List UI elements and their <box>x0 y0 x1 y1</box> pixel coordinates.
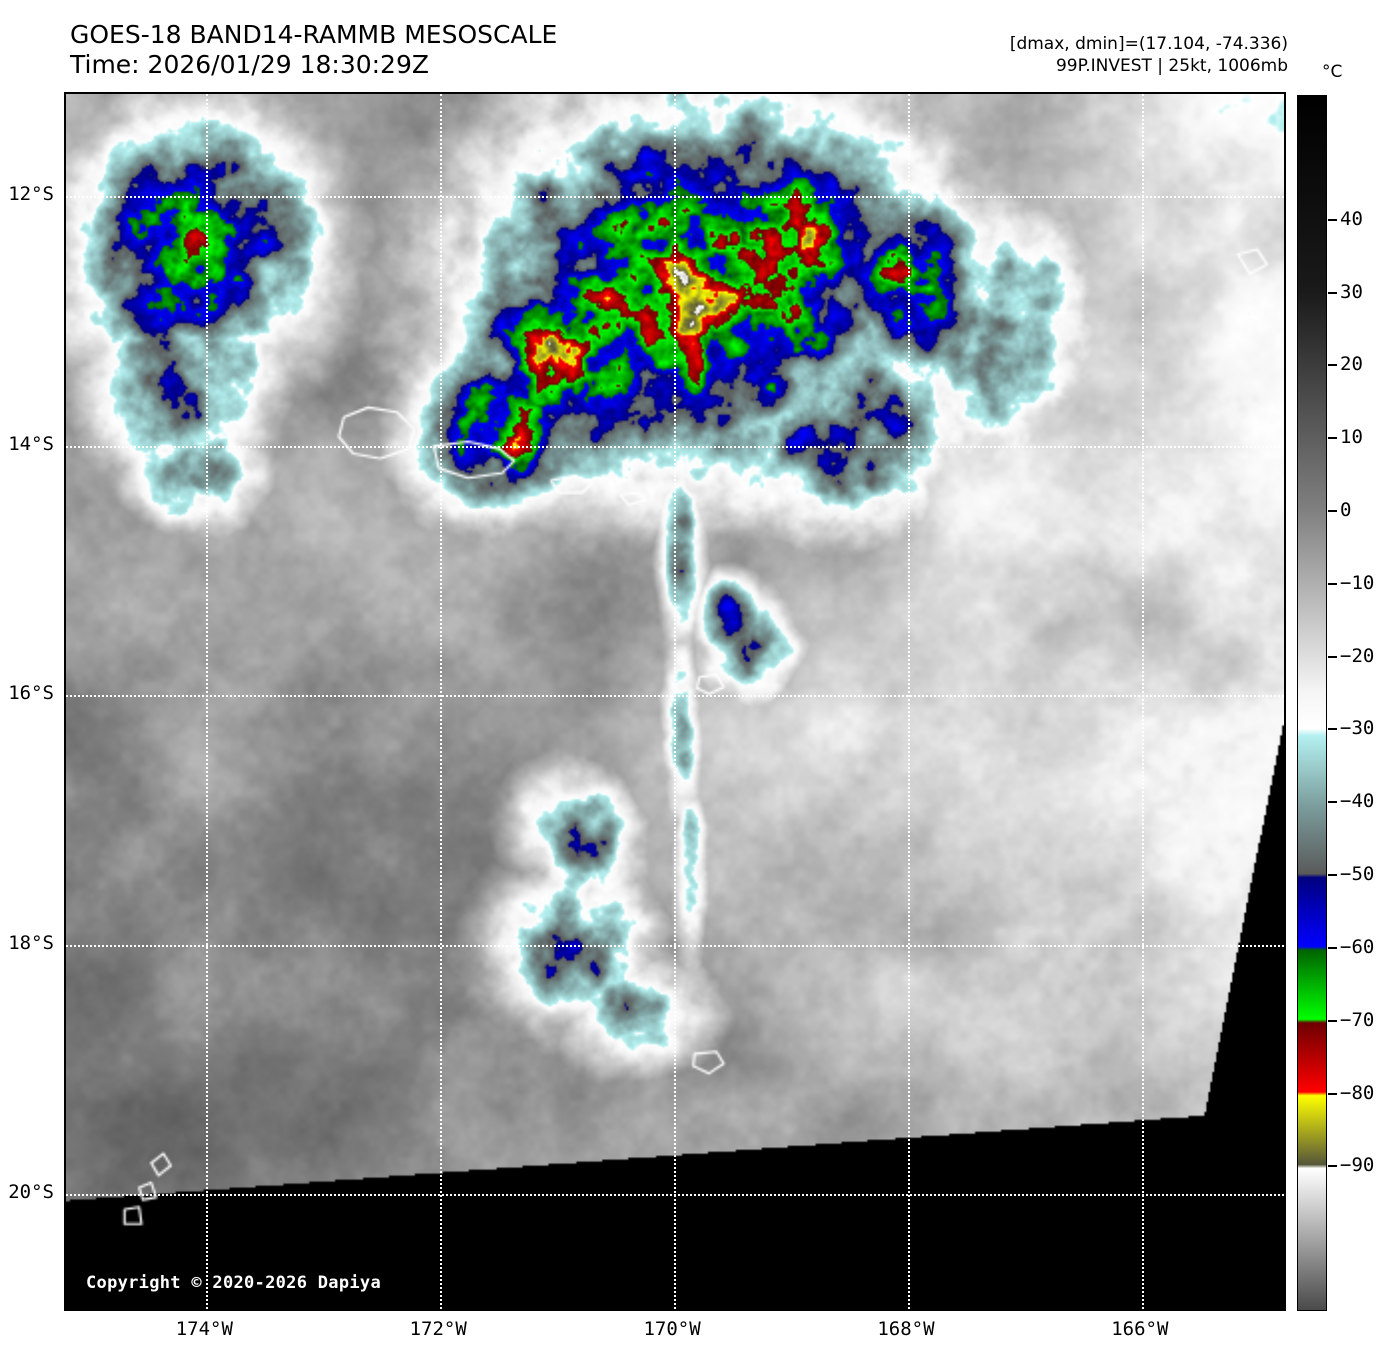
colorbar-tick-label: −90 <box>1340 1154 1375 1177</box>
storm-info-label: 99P.INVEST | 25kt, 1006mb <box>1055 56 1288 76</box>
title-block: GOES-18 BAND14-RAMMB MESOSCALE Time: 202… <box>70 20 557 80</box>
colorbar-tick-label: −60 <box>1340 935 1375 958</box>
colorbar-tick-label: −10 <box>1340 571 1375 594</box>
colorbar-tick-label: −70 <box>1340 1008 1375 1031</box>
colorbar-unit-label: °C <box>1322 62 1343 82</box>
colorbar-tick-label: 20 <box>1340 353 1363 376</box>
latitude-tick-label: 14°S <box>8 432 54 455</box>
longitude-tick-label: 174°W <box>175 1318 233 1340</box>
colorbar-tick-mark <box>1328 655 1337 658</box>
colorbar-tick-label: 0 <box>1340 499 1352 522</box>
colorbar-tick-mark <box>1328 874 1337 877</box>
page-title: GOES-18 BAND14-RAMMB MESOSCALE <box>70 20 558 49</box>
colorbar-tick-label: −20 <box>1340 644 1375 667</box>
latitude-tick-label: 16°S <box>8 682 54 705</box>
colorbar <box>1297 95 1327 1311</box>
colorbar-tick-label: −30 <box>1340 717 1375 740</box>
colorbar-tick-label: −80 <box>1340 1081 1375 1104</box>
colorbar-tick-label: 30 <box>1340 280 1363 303</box>
colorbar-tick-mark <box>1328 582 1337 585</box>
colorbar-tick-label: −40 <box>1340 790 1375 813</box>
colorbar-tick-label: −50 <box>1340 863 1375 886</box>
colorbar-tick-mark <box>1328 291 1337 294</box>
colorbar-tick-mark <box>1328 1092 1337 1095</box>
satellite-image-plot[interactable]: Copyright © 2020-2026 Dapiya <box>64 92 1286 1311</box>
latitude-tick-label: 20°S <box>8 1181 54 1204</box>
latitude-tick-label: 12°S <box>8 183 54 206</box>
colorbar-tick-mark <box>1328 510 1337 513</box>
colorbar-tick-mark <box>1328 437 1337 440</box>
colorbar-tick-mark <box>1328 364 1337 367</box>
colorbar-tick-label: 10 <box>1340 426 1363 449</box>
colorbar-tick-mark <box>1328 801 1337 804</box>
longitude-tick-label: 168°W <box>877 1318 935 1340</box>
latitude-tick-label: 18°S <box>8 931 54 954</box>
satellite-imagery-canvas <box>66 94 1284 1309</box>
longitude-tick-label: 172°W <box>409 1318 467 1340</box>
copyright-label: Copyright © 2020-2026 Dapiya <box>86 1273 381 1293</box>
dmax-dmin-label: [dmax, dmin]=(17.104, -74.336) <box>1009 34 1288 54</box>
colorbar-tick-mark <box>1328 1019 1337 1022</box>
colorbar-tick-mark <box>1328 728 1337 731</box>
longitude-tick-label: 170°W <box>643 1318 701 1340</box>
colorbar-tick-mark <box>1328 1165 1337 1168</box>
colorbar-tick-mark <box>1328 946 1337 949</box>
longitude-tick-label: 166°W <box>1111 1318 1169 1340</box>
colorbar-tick-label: 40 <box>1340 207 1363 230</box>
colorbar-gradient <box>1298 96 1326 1310</box>
metadata-block: [dmax, dmin]=(17.104, -74.336) 99P.INVES… <box>1010 33 1288 77</box>
colorbar-tick-mark <box>1328 218 1337 221</box>
timestamp-label: Time: 2026/01/29 18:30:29Z <box>70 50 429 79</box>
